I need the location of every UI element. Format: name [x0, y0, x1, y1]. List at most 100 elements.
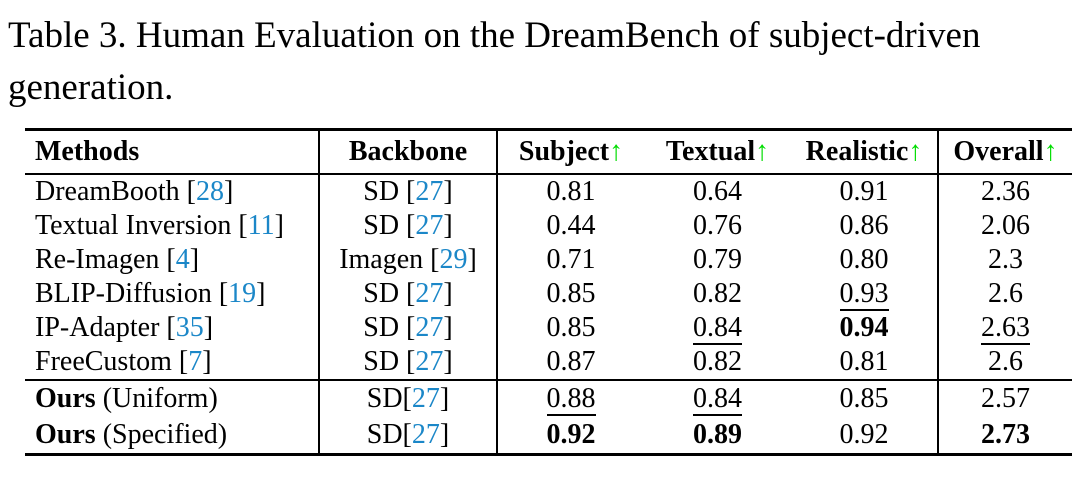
text-run: Re-Imagen [ [35, 243, 176, 275]
citation-link[interactable]: 27 [411, 418, 440, 450]
score-cell: 0.64 [644, 174, 791, 209]
score-cell: 0.93 [791, 276, 939, 311]
text-run: ] [439, 382, 450, 414]
caption-line-1: Table 3. Human Evaluation on the DreamBe… [8, 15, 981, 56]
score-cell: 0.81 [791, 344, 939, 380]
text-run: ] [443, 175, 453, 207]
score-cell: 0.82 [644, 345, 791, 380]
score-cell: 0.71 [497, 243, 644, 277]
score-value: 0.76 [693, 209, 742, 241]
text-run: Ours [35, 382, 96, 414]
citation-link[interactable]: 29 [439, 243, 468, 275]
backbone-cell: SD [27] [319, 344, 498, 380]
score-value: 2.63 [981, 311, 1030, 345]
score-value: 0.85 [839, 382, 889, 414]
citation-link[interactable]: 27 [415, 277, 444, 309]
score-value: 0.94 [839, 311, 889, 343]
score-value: 2.6 [988, 345, 1023, 377]
text-run: ] [203, 311, 214, 343]
score-cell: 0.82 [644, 277, 791, 311]
text-run: SD[ [366, 382, 412, 414]
score-value: 0.92 [546, 418, 596, 450]
citation-link[interactable]: 11 [247, 209, 275, 241]
table-row: Re-Imagen [4] Imagen [29] 0.71 0.79 0.80 2.3 [25, 242, 1072, 277]
table-row: DreamBooth [28] SD [27] 0.81 0.64 0.91 2.36 [25, 173, 1072, 209]
score-value: 0.84 [693, 382, 742, 416]
method-cell: BLIP-Diffusion [19] [25, 276, 320, 311]
score-value: 0.88 [546, 382, 596, 416]
column-label: Overall [953, 135, 1044, 167]
citation-link[interactable]: 27 [415, 345, 444, 377]
method-cell: Ours (Uniform) [25, 378, 320, 417]
score-cell: 0.84 [644, 378, 791, 417]
text-run: ] [256, 277, 266, 309]
citation-link[interactable]: 27 [415, 311, 444, 343]
table-row: Ours (Specified) SD[27] 0.92 0.89 0.92 2.73 [25, 416, 1072, 455]
citation-link[interactable]: 7 [188, 345, 203, 377]
score-value: 0.80 [839, 243, 889, 275]
column-header-subject: Subject↑ [497, 129, 644, 175]
citation-link[interactable]: 19 [228, 277, 257, 309]
citation-link[interactable]: 4 [175, 243, 190, 275]
backbone-cell: SD [27] [319, 310, 498, 345]
text-run: ] [443, 345, 453, 377]
column-label: Textual [665, 135, 756, 167]
score-value: 2.6 [988, 277, 1023, 309]
score-cell: 2.6 [938, 345, 1072, 380]
score-value: 0.82 [693, 345, 742, 377]
citation-link[interactable]: 27 [415, 209, 444, 241]
score-cell: 2.73 [938, 417, 1072, 455]
table-row: Ours (Uniform) SD[27] 0.88 0.84 0.85 2.57 [25, 378, 1072, 417]
text-run: ] [443, 277, 453, 309]
method-cell: DreamBooth [28] [25, 173, 320, 209]
text-run: IP-Adapter [ [35, 311, 176, 343]
score-cell: 0.85 [791, 378, 939, 417]
score-cell: 0.79 [644, 243, 791, 277]
baseline-rows-group: DreamBooth [28] SD [27] 0.81 0.64 0.91 2.36 Te… [25, 173, 1072, 380]
column-label: Methods [35, 135, 140, 167]
score-cell: 2.06 [938, 209, 1072, 243]
text-run: ] [274, 209, 284, 241]
method-cell: Re-Imagen [4] [25, 242, 320, 277]
table-row: Textual Inversion [11] SD [27] 0.44 0.76 0.8… [25, 208, 1072, 243]
score-cell: 0.88 [497, 378, 644, 417]
column-header-backbone: Backbone [319, 129, 498, 175]
score-value: 0.82 [693, 277, 742, 309]
citation-link[interactable]: 35 [175, 311, 204, 343]
score-cell: 0.44 [497, 209, 644, 243]
score-cell: 0.80 [791, 242, 939, 277]
up-arrow-icon: ↑ [609, 135, 624, 167]
score-value: 0.92 [839, 418, 889, 450]
score-value: 0.84 [693, 311, 742, 345]
text-run: (Specified) [95, 418, 228, 450]
citation-link[interactable]: 28 [195, 175, 224, 207]
column-header-textual: Textual↑ [644, 129, 791, 175]
score-value: 0.89 [693, 418, 742, 450]
table-row: IP-Adapter [35] SD [27] 0.85 0.84 0.94 2.63 [25, 310, 1072, 345]
up-arrow-icon: ↑ [755, 135, 770, 167]
text-run: ] [202, 345, 212, 377]
text-run: FreeCustom [ [35, 345, 189, 377]
column-header-overall: Overall↑ [938, 129, 1072, 175]
text-run: DreamBooth [ [35, 175, 196, 207]
citation-link[interactable]: 27 [411, 382, 440, 414]
score-cell: 0.94 [791, 310, 939, 345]
text-run: SD [ [363, 311, 416, 343]
score-value: 2.3 [988, 243, 1023, 275]
score-value: 0.85 [546, 311, 596, 343]
score-value: 2.06 [981, 209, 1030, 241]
score-cell: 0.86 [791, 208, 939, 243]
citation-link[interactable]: 27 [415, 175, 444, 207]
backbone-cell: SD[27] [319, 378, 498, 417]
column-label: Realistic [805, 135, 909, 167]
table-header: Methods Backbone Subject↑ Textual↑ Realistic… [25, 129, 1072, 175]
score-cell: 2.63 [938, 311, 1072, 345]
text-run: ] [467, 243, 477, 275]
score-cell: 2.6 [938, 277, 1072, 311]
text-run: SD [ [363, 345, 416, 377]
score-cell: 0.85 [497, 277, 644, 311]
column-label: Subject [518, 135, 610, 167]
score-value: 0.71 [546, 243, 596, 275]
text-run: Ours [35, 418, 96, 450]
text-run: Textual Inversion [ [35, 209, 248, 241]
